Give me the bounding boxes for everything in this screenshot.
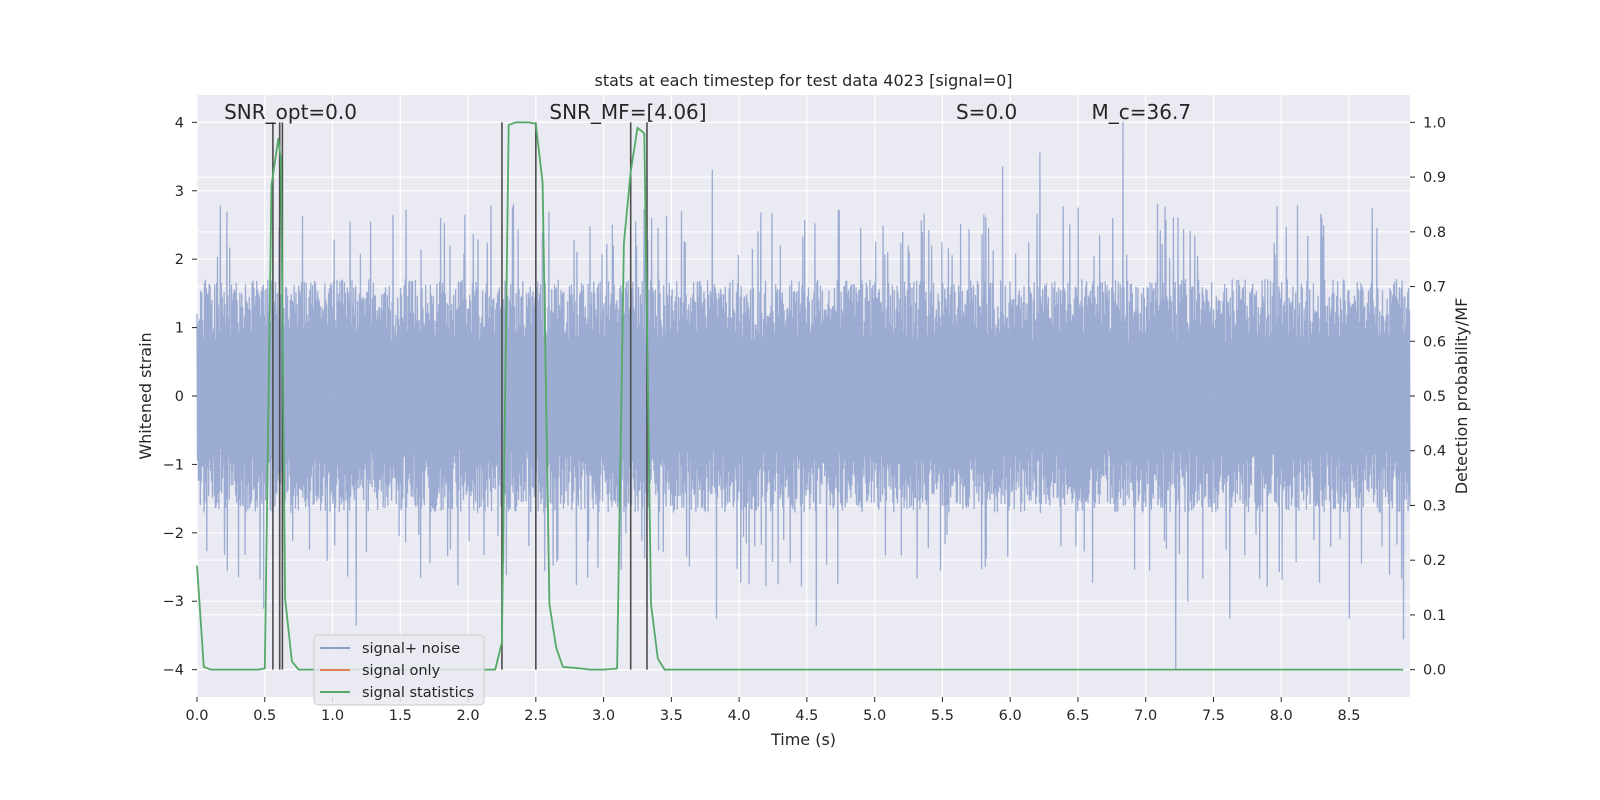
legend-entry: signal only: [362, 663, 441, 679]
y-right-tick-label: 0.4: [1423, 444, 1446, 460]
y-left-tick-label: 3: [175, 184, 184, 200]
y-axis-label-right: Detection probability/MF: [1452, 298, 1471, 495]
y-axis-right: 0.0 0.1 0.2 0.3 0.4 0.5 0.6 0.7 0.8 0.9 1.0: [1410, 115, 1446, 679]
annotation-3: M_c=36.7: [1092, 100, 1192, 124]
y-axis-left: −4 −3 −2 −1 0 1 2 3 4: [163, 115, 197, 679]
x-tick-label: 8.5: [1337, 708, 1360, 724]
x-tick-label: 2.5: [524, 708, 547, 724]
legend-entry: signal+ noise: [362, 641, 460, 657]
y-right-tick-label: 0.0: [1423, 663, 1446, 679]
x-tick-label: 6.5: [1066, 708, 1089, 724]
y-left-tick-label: 2: [175, 252, 184, 268]
legend: signal+ noise signal only signal statistic…: [313, 634, 485, 706]
y-right-tick-label: 0.1: [1423, 608, 1446, 624]
annotation-0: SNR_opt=0.0: [224, 100, 357, 124]
series-signal-noise: [196, 121, 1411, 671]
x-axis-label: Time (s): [770, 730, 836, 749]
chart-title: stats at each timestep for test data 402…: [594, 71, 1012, 90]
x-axis: 0.0 0.5 1.0 1.5 2.0 2.5 3.0 3.5 4.0 4.5 5.0 5.5 6.0 6…: [185, 697, 1361, 724]
x-tick-label: 4.0: [728, 708, 751, 724]
y-right-tick-label: 0.7: [1423, 280, 1446, 296]
x-tick-label: 3.5: [660, 708, 683, 724]
x-tick-label: 5.5: [931, 708, 954, 724]
x-tick-label: 2.0: [457, 708, 480, 724]
legend-box: [313, 634, 485, 706]
annotations: SNR_opt=0.0 SNR_MF=[4.06] S=0.0 M_c=36.7: [224, 100, 1191, 124]
y-left-tick-label: −2: [163, 526, 184, 542]
y-right-tick-label: 0.9: [1423, 170, 1446, 186]
y-axis-label-left: Whitened strain: [136, 332, 155, 459]
legend-entry: signal statistics: [362, 685, 474, 701]
y-left-tick-label: −3: [163, 594, 184, 610]
x-tick-label: 0.0: [185, 708, 208, 724]
x-tick-label: 6.0: [999, 708, 1022, 724]
y-left-tick-label: 4: [175, 115, 184, 131]
series-line-signal-noise: [196, 121, 1411, 671]
x-tick-label: 3.0: [592, 708, 615, 724]
x-tick-label: 0.5: [253, 708, 276, 724]
x-tick-label: 8.0: [1270, 708, 1293, 724]
y-right-tick-label: 0.6: [1423, 334, 1446, 350]
y-left-tick-label: 1: [175, 321, 184, 337]
y-right-tick-label: 0.5: [1423, 389, 1446, 405]
y-right-tick-label: 0.3: [1423, 498, 1446, 514]
y-left-tick-label: −1: [163, 457, 184, 473]
x-tick-label: 7.5: [1202, 708, 1225, 724]
x-tick-label: 1.0: [321, 708, 344, 724]
y-right-tick-label: 0.8: [1423, 225, 1446, 241]
y-left-tick-label: −4: [163, 663, 184, 679]
y-right-tick-label: 1.0: [1423, 115, 1446, 131]
annotation-1: SNR_MF=[4.06]: [549, 100, 706, 124]
x-tick-label: 4.5: [795, 708, 818, 724]
x-tick-label: 5.0: [863, 708, 886, 724]
y-right-tick-label: 0.2: [1423, 553, 1446, 569]
annotation-2: S=0.0: [956, 100, 1017, 124]
x-tick-label: 7.0: [1134, 708, 1157, 724]
y-left-tick-label: 0: [175, 389, 184, 405]
x-tick-label: 1.5: [389, 708, 412, 724]
